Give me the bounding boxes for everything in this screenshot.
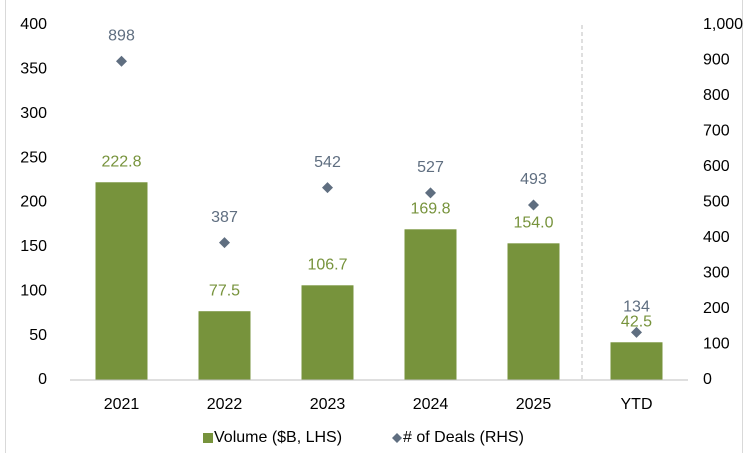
deal-marker — [322, 182, 333, 194]
bar — [301, 285, 354, 380]
bar — [198, 311, 251, 380]
bar — [507, 243, 560, 380]
x-tick-label: 2024 — [413, 396, 449, 413]
deal-value-label: 493 — [520, 171, 547, 188]
y2-tick-label: 800 — [703, 87, 730, 104]
legend-label: # of Deals (RHS) — [403, 429, 524, 446]
x-tick-label: YTD — [621, 396, 653, 413]
y-tick-label: 200 — [20, 194, 47, 211]
y2-tick-label: 900 — [703, 52, 730, 69]
deal-marker — [425, 187, 436, 199]
legend-swatch — [392, 433, 402, 443]
bar-value-label: 222.8 — [101, 153, 141, 170]
legend-label: Volume ($B, LHS) — [214, 429, 342, 446]
deal-marker — [528, 199, 539, 211]
deal-value-label: 134 — [623, 299, 650, 316]
deal-marker — [631, 326, 642, 338]
y-tick-label: 50 — [29, 327, 47, 344]
y2-tick-label: 400 — [703, 229, 730, 246]
bar-value-label: 169.8 — [410, 201, 450, 218]
y-tick-label: 300 — [20, 105, 47, 122]
deal-value-label: 898 — [108, 27, 135, 44]
legend-swatch — [203, 433, 213, 443]
y2-tick-label: 500 — [703, 194, 730, 211]
y2-tick-label: 300 — [703, 265, 730, 282]
y-tick-label: 350 — [20, 61, 47, 78]
x-tick-label: 2023 — [310, 396, 346, 413]
bar — [95, 182, 148, 380]
y-tick-label: 150 — [20, 238, 47, 255]
y2-tick-label: 200 — [703, 300, 730, 317]
y2-tick-label: 600 — [703, 158, 730, 175]
deal-value-label: 387 — [211, 209, 238, 226]
bar-value-label: 106.7 — [307, 257, 347, 274]
y-tick-label: 250 — [20, 149, 47, 166]
y-tick-label: 400 — [20, 16, 47, 33]
bar-value-label: 42.5 — [621, 314, 652, 331]
deal-value-label: 542 — [314, 154, 341, 171]
bar — [404, 229, 457, 380]
bar-value-label: 77.5 — [209, 282, 240, 299]
y-tick-label: 100 — [20, 282, 47, 299]
bar — [610, 342, 663, 380]
x-tick-label: 2025 — [516, 396, 552, 413]
x-tick-label: 2022 — [207, 396, 243, 413]
deal-marker — [219, 237, 230, 249]
deal-marker — [116, 55, 127, 67]
y2-tick-label: 100 — [703, 336, 730, 353]
bar-value-label: 154.0 — [513, 215, 553, 232]
x-tick-label: 2021 — [104, 396, 140, 413]
deal-value-label: 527 — [417, 159, 444, 176]
y2-tick-label: 1,000 — [703, 16, 743, 33]
y2-tick-label: 0 — [703, 371, 712, 388]
y2-tick-label: 700 — [703, 123, 730, 140]
chart-frame — [5, 0, 743, 453]
y-tick-label: 0 — [38, 371, 47, 388]
